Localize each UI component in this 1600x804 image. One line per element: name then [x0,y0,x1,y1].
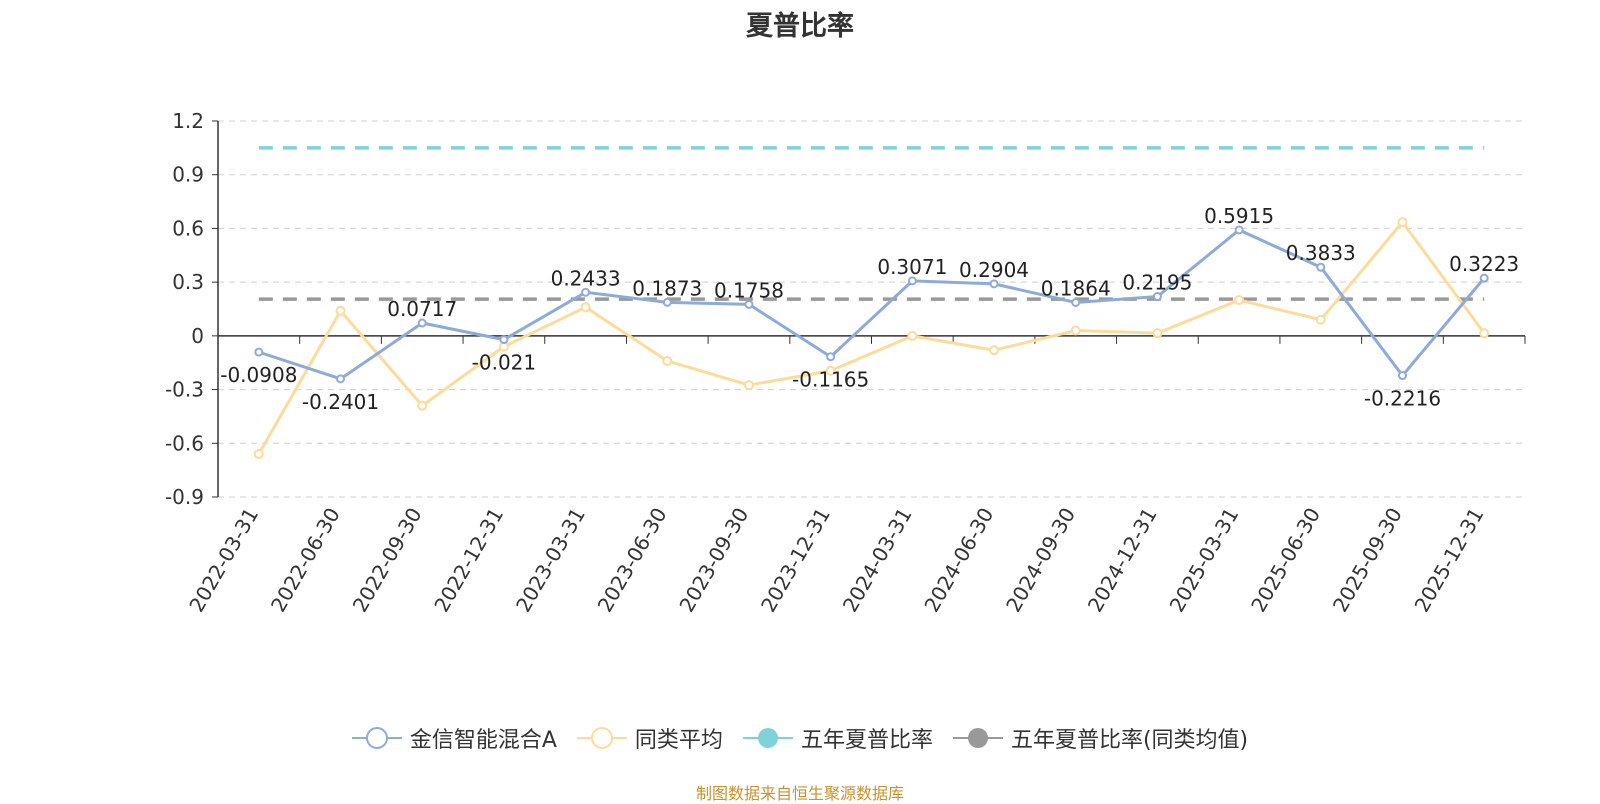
fund-data-label: 0.5915 [1204,204,1274,228]
peer-average-point [825,365,836,376]
peer-average-point [580,302,591,313]
legend-item-peer-avg[interactable]: 同类平均 [576,722,723,754]
x-tick-label: 2023-09-30 [674,504,753,617]
fund-data-label: -0.0908 [220,363,297,387]
fund-point [989,279,999,289]
fund-data-label: 0.2433 [551,266,621,290]
y-tick-label: 0.6 [172,216,204,240]
legend-item-five-year[interactable]: 五年夏普比率 [742,722,933,754]
peer-average-point [253,449,264,460]
fund-point [826,352,836,362]
peer-average-point [1315,314,1326,325]
legend-five-year-peer-label: 五年夏普比率(同类均值) [1010,728,1249,753]
peer-average-point [662,355,673,366]
legend-five-year-marker-icon [742,728,793,748]
fund-data-label: 0.2904 [959,258,1029,282]
fund-point [336,374,346,384]
x-tick-label: 2023-12-31 [756,504,835,617]
fund-point [1234,225,1244,235]
x-tick-label: 2025-09-30 [1328,504,1407,617]
fund-point [1397,371,1407,381]
peer-average-point [1479,328,1490,339]
legend-item-fund[interactable]: 金信智能混合A [351,722,557,754]
peer-average-point [335,305,346,316]
fund-data-label: -0.021 [472,351,536,375]
fund-data-label: -0.1165 [792,368,869,392]
y-tick-label: 0.3 [172,270,204,294]
legend-five-year-peer-marker-icon [952,728,1003,748]
fund-point [499,335,509,345]
x-tick-label: 2022-12-31 [429,504,508,617]
peer-average-point [989,345,1000,356]
fund-data-label: 0.1864 [1041,276,1111,300]
fund-data-label: 0.1758 [714,278,784,302]
fund-line [258,228,1486,381]
fund-data-label: 0.3071 [877,255,947,279]
fund-data-label: -0.2401 [302,390,379,414]
y-tick-label: 0.9 [172,163,204,187]
legend-five-year-label: 五年夏普比率 [800,728,933,753]
y-tick-label: 0 [191,324,204,348]
x-tick-label: 2024-03-31 [838,504,917,617]
peer-average-point [743,380,754,391]
y-tick-label: -0.6 [165,431,204,455]
peer-average-point [1397,217,1408,228]
fund-point [1071,297,1081,307]
y-tick-label: -0.9 [165,485,204,509]
peer-average-point [417,400,428,411]
legend: 金信智能混合A 同类平均 五年夏普比率 五年夏普比率(同类均值) [0,722,1600,754]
fund-data-label: -0.2216 [1364,387,1441,411]
fund-point [1152,292,1162,302]
fund-data-label: 0.0717 [387,297,457,321]
legend-peer-avg-label: 同类平均 [634,728,723,753]
x-tick-label: 2022-09-30 [348,504,427,617]
fund-point [907,276,917,286]
fund-point [581,287,591,297]
fund-data-label: 0.3223 [1449,252,1519,276]
fund-point [254,347,264,357]
x-tick-label: 2022-06-30 [266,504,345,617]
peer-average-point [1152,328,1163,339]
y-tick-label: -0.3 [165,378,204,402]
x-tick-label: 2024-09-30 [1001,504,1080,617]
fund-point [1316,262,1326,272]
legend-item-five-year-peer[interactable]: 五年夏普比率(同类均值) [952,722,1249,754]
x-tick-label: 2025-06-30 [1246,504,1325,617]
x-tick-label: 2022-03-31 [184,504,263,617]
fund-point [744,299,754,309]
legend-fund-label: 金信智能混合A [409,728,557,753]
fund-point [417,318,427,328]
fund-data-label: 0.3833 [1286,241,1356,265]
x-tick-label: 2024-06-30 [919,504,998,617]
peer-average-point [1234,295,1245,306]
peer-average-point [1070,325,1081,336]
peer-average-point [907,330,918,341]
legend-peer-avg-marker-icon [576,727,627,749]
peer-average-line [257,219,1486,455]
chart-title: 夏普比率 [746,11,854,42]
x-tick-label: 2025-03-31 [1165,504,1244,617]
source-note: 制图数据来自恒生聚源数据库 [695,784,904,803]
y-tick-label: 1.2 [172,109,204,133]
fund-point [662,297,672,307]
fund-point [1479,273,1489,283]
legend-fund-marker-icon [351,727,402,749]
x-tick-label: 2025-12-31 [1410,504,1489,617]
x-tick-label: 2024-12-31 [1083,504,1162,617]
fund-data-label: 0.1873 [632,276,702,300]
x-tick-label: 2023-03-31 [511,504,590,617]
x-tick-label: 2023-06-30 [593,504,672,617]
fund-data-label: 0.2195 [1122,271,1192,295]
